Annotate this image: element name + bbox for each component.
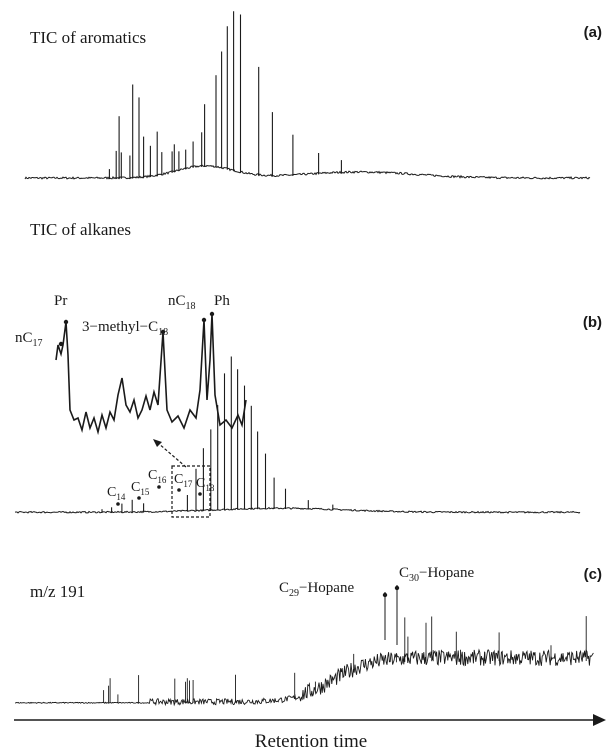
panel-c-noise-spikes	[103, 616, 587, 703]
panel-a-peaks	[108, 11, 342, 179]
x-axis-arrow-icon	[593, 714, 606, 726]
panel-c: m/z 191 (c) C29−Hopane C30−Hopane	[15, 565, 602, 707]
peak-label-c16: C16	[148, 468, 167, 485]
panel-b-title: TIC of alkanes	[30, 220, 131, 239]
panel-a-label: (a)	[584, 24, 602, 41]
panel-c-title: m/z 191	[30, 582, 85, 601]
x-axis-label: Retention time	[255, 731, 367, 751]
inset-label-ph: Ph	[214, 293, 230, 309]
peak-label-c15: C15	[131, 480, 150, 497]
retention-time-axis: Retention time	[14, 714, 606, 751]
panel-c-label: (c)	[584, 566, 602, 583]
inset-label-3-methyl-c18: 3−methyl−C18	[82, 319, 168, 338]
inset-dot-nc17	[58, 341, 64, 347]
inset-label-nc17: nC17	[15, 330, 43, 349]
peak-label-c14: C14	[107, 485, 126, 502]
label-c29-hopane: C29−Hopane	[279, 580, 354, 599]
inset-label-pr: Pr	[54, 293, 67, 309]
panel-c-trace	[15, 648, 594, 707]
dot-c29-hopane	[382, 592, 388, 598]
peak-dot-c16	[157, 485, 161, 489]
peak-label-c17: C17	[174, 472, 193, 489]
inset-dot-3-methyl-c18	[160, 329, 166, 335]
inset-label-nc18: nC18	[168, 293, 196, 312]
peak-dot-c15	[137, 496, 141, 500]
panel-b-peaks	[101, 356, 334, 513]
panel-a: TIC of aromatics (a)	[24, 11, 602, 180]
peak-dot-c18	[198, 492, 202, 496]
label-c30-hopane: C30−Hopane	[399, 565, 474, 584]
panel-b: TIC of alkanes (b) nC17 Pr 3−methyl−C18 …	[14, 220, 602, 518]
panel-a-title: TIC of aromatics	[30, 28, 146, 47]
inset-dot-ph	[209, 311, 215, 317]
panel-b-trace	[14, 506, 581, 514]
peak-label-c18: C18	[196, 476, 215, 493]
dot-c30-hopane	[394, 585, 400, 591]
inset-dot-nc18	[201, 317, 207, 323]
peak-dot-c14	[116, 502, 120, 506]
peak-dot-c17	[177, 488, 181, 492]
zoom-box	[171, 465, 211, 518]
panel-b-label: (b)	[583, 314, 602, 331]
zoom-arrow-head	[153, 439, 162, 447]
inset-dot-pr	[63, 319, 69, 325]
inset-chromatogram: nC17 Pr 3−methyl−C18 nC18 Ph	[15, 293, 247, 436]
inset-trace	[55, 313, 247, 436]
zoom-arrow	[157, 442, 187, 468]
